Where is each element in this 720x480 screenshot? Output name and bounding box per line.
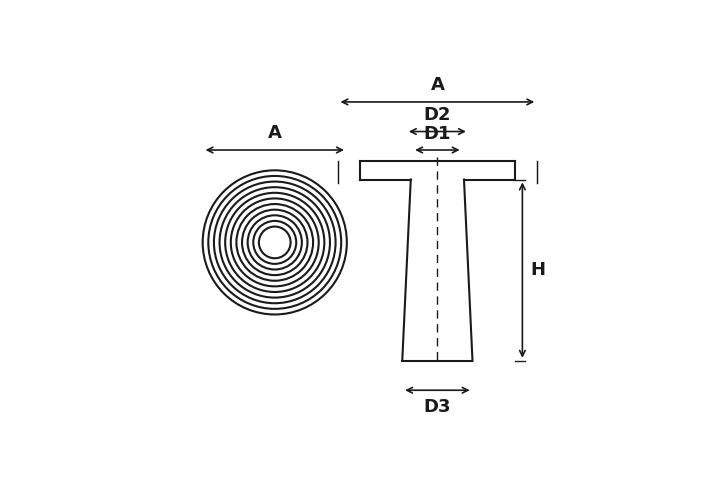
Text: A: A	[268, 124, 282, 142]
Text: D2: D2	[423, 106, 451, 124]
Text: D3: D3	[423, 398, 451, 416]
Text: D1: D1	[423, 125, 451, 144]
Text: H: H	[531, 261, 546, 279]
Text: A: A	[431, 76, 444, 94]
